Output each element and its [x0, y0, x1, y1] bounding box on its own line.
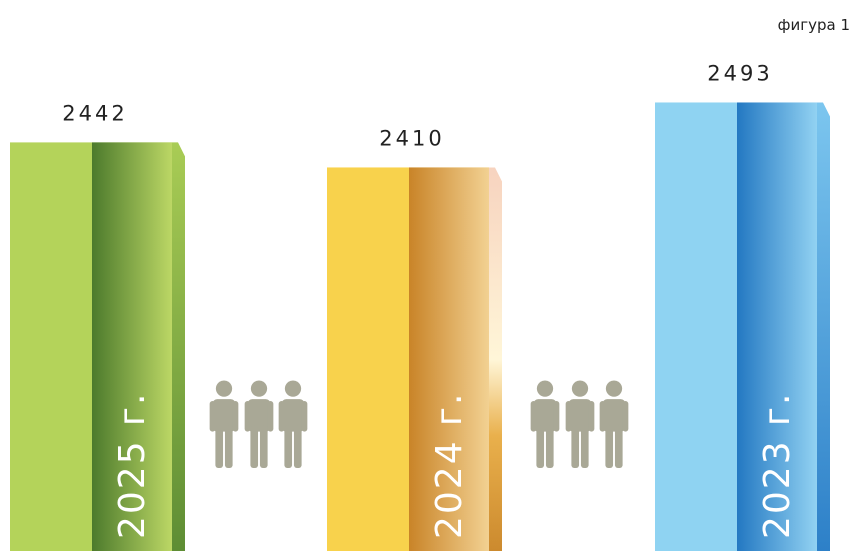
- value-label: 2410: [379, 126, 444, 150]
- category-label: 2025 г.: [112, 392, 153, 539]
- bar-shade: [409, 167, 489, 551]
- bar-side: [172, 142, 185, 551]
- bar-side: [489, 167, 502, 551]
- people-icon: [530, 380, 629, 468]
- value-label: 2493: [707, 61, 772, 85]
- chart-title: фигура 1: [778, 16, 850, 34]
- people-icon: [209, 380, 308, 468]
- value-label: 2442: [62, 101, 127, 125]
- bar-shade: [92, 142, 172, 551]
- bar-side: [817, 102, 830, 551]
- bar-shade: [737, 102, 817, 551]
- category-label: 2024 г.: [429, 392, 470, 539]
- category-label: 2023 г.: [757, 392, 798, 539]
